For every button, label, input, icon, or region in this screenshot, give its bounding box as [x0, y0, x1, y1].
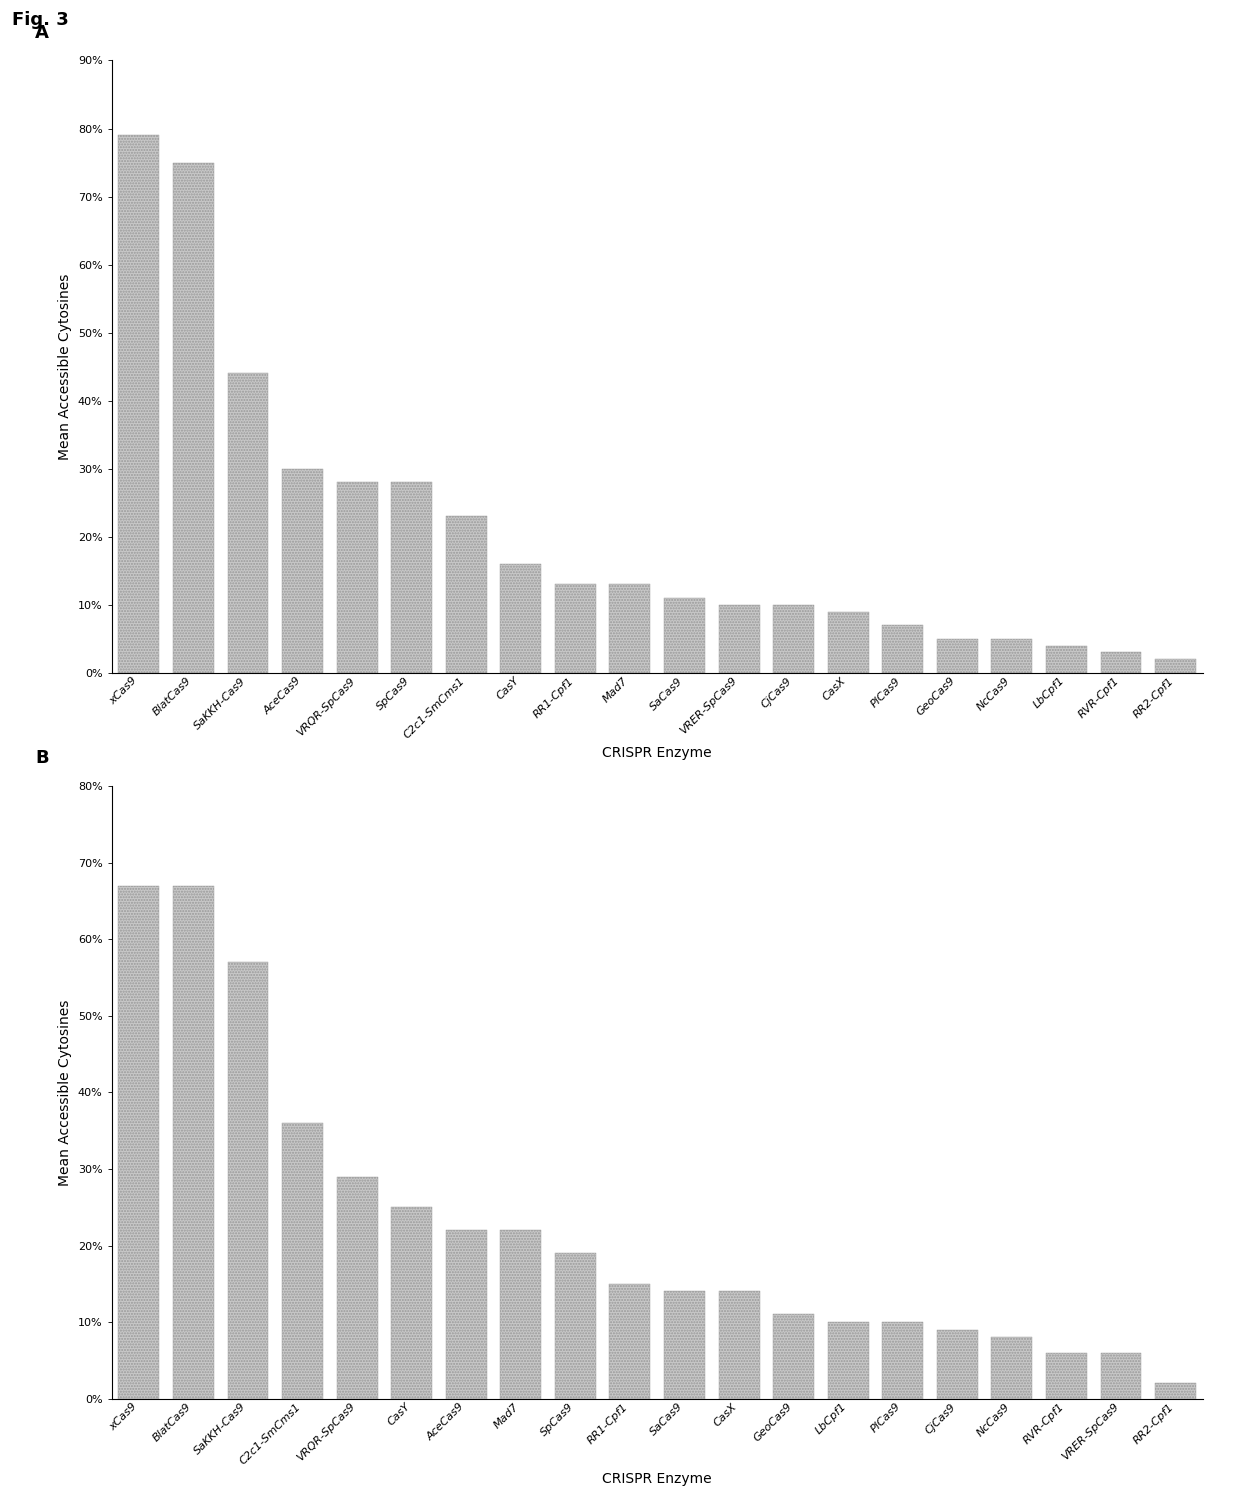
- Bar: [665, 1291, 704, 1399]
- Bar: [1047, 646, 1086, 673]
- Bar: [118, 135, 159, 673]
- Bar: [336, 482, 377, 673]
- Bar: [556, 584, 596, 673]
- Bar: [1047, 1353, 1086, 1399]
- Bar: [392, 1207, 433, 1399]
- Bar: [719, 605, 759, 673]
- Bar: [828, 1321, 868, 1399]
- Bar: [501, 1231, 541, 1399]
- Bar: [1156, 659, 1195, 673]
- Bar: [118, 886, 159, 1399]
- Bar: [283, 469, 322, 673]
- Y-axis label: Mean Accessible Cytosines: Mean Accessible Cytosines: [58, 999, 72, 1185]
- Bar: [1101, 653, 1142, 673]
- Bar: [883, 626, 923, 673]
- Bar: [828, 611, 868, 673]
- Bar: [665, 597, 704, 673]
- Text: Fig. 3: Fig. 3: [12, 11, 69, 29]
- X-axis label: CRISPR Enzyme: CRISPR Enzyme: [603, 745, 712, 761]
- Bar: [992, 638, 1032, 673]
- Bar: [992, 1338, 1032, 1399]
- Bar: [774, 1314, 813, 1399]
- Bar: [610, 584, 650, 673]
- Bar: [774, 605, 813, 673]
- Bar: [556, 1253, 596, 1399]
- Bar: [610, 1284, 650, 1399]
- Text: B: B: [35, 750, 48, 768]
- Bar: [501, 564, 541, 673]
- Bar: [719, 1291, 759, 1399]
- Text: A: A: [35, 24, 50, 42]
- Bar: [172, 162, 213, 673]
- Bar: [1156, 1383, 1195, 1399]
- Bar: [937, 638, 977, 673]
- Bar: [172, 886, 213, 1399]
- Bar: [228, 373, 268, 673]
- Bar: [446, 1231, 486, 1399]
- Bar: [336, 1176, 377, 1399]
- Bar: [283, 1123, 322, 1399]
- X-axis label: CRISPR Enzyme: CRISPR Enzyme: [603, 1471, 712, 1486]
- Y-axis label: Mean Accessible Cytosines: Mean Accessible Cytosines: [58, 274, 72, 460]
- Bar: [392, 482, 433, 673]
- Bar: [446, 516, 486, 673]
- Bar: [937, 1329, 977, 1399]
- Bar: [1101, 1353, 1142, 1399]
- Bar: [228, 962, 268, 1399]
- Bar: [883, 1321, 923, 1399]
